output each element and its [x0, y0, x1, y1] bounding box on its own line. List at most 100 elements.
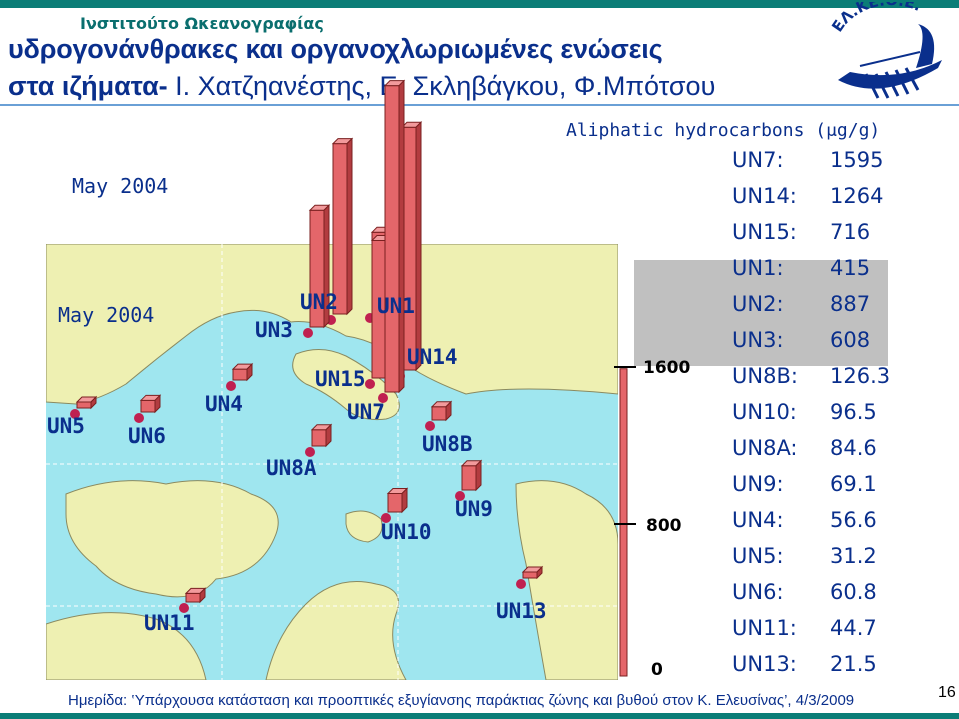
bottom-accent-bar: [0, 713, 959, 719]
station-marker-un13: [516, 579, 526, 589]
concentration-station: UN8A:: [732, 436, 798, 460]
page-number: 16: [938, 684, 956, 701]
concentration-value: 69.1: [830, 472, 877, 496]
station-marker-un3: [303, 328, 313, 338]
station-marker-un15: [365, 379, 375, 389]
logo-deck: [859, 51, 921, 67]
concentration-row: UN3: 608: [732, 328, 902, 364]
concentration-value: 21.5: [830, 652, 877, 676]
axis-tick-mark: [614, 523, 636, 525]
station-label-un6: UN6: [128, 424, 166, 448]
station-label-un1: UN1: [377, 294, 415, 318]
title-topic: στα ιζήματα-: [8, 71, 168, 101]
concentration-value: 31.2: [830, 544, 877, 568]
station-label-un8b: UN8B: [422, 432, 473, 456]
concentration-row: UN15: 716: [732, 220, 902, 256]
station-marker-un4: [226, 381, 236, 391]
east-coast: [515, 480, 618, 680]
concentration-station: UN2:: [732, 292, 784, 316]
concentration-value: 60.8: [830, 580, 877, 604]
concentration-row: UN2: 887: [732, 292, 902, 328]
station-label-un4: UN4: [205, 392, 243, 416]
concentration-row: UN11: 44.7: [732, 616, 902, 652]
inner-bay-land: [292, 349, 400, 420]
concentration-station: UN15:: [732, 220, 797, 244]
concentration-row: UN4: 56.6: [732, 508, 902, 544]
slide-title-line1: υδρογονάνθρακες και οργανοχλωριωμένες εν…: [8, 34, 663, 64]
bar-un9: [431, 406, 447, 421]
concentration-station: UN7:: [732, 148, 784, 172]
bar-side-un7: [398, 79, 405, 394]
axis-tick-label: 0: [651, 660, 663, 680]
concentration-value: 608: [830, 328, 871, 352]
bar-un5: [76, 401, 92, 409]
bar-un6: [140, 399, 156, 413]
station-label-un11: UN11: [144, 611, 195, 635]
concentration-row: UN9: 69.1: [732, 472, 902, 508]
concentration-row: UN8B: 126.3: [732, 364, 902, 400]
concentration-row: UN5: 31.2: [732, 544, 902, 580]
concentration-value: 716: [830, 220, 871, 244]
title-divider: [0, 104, 959, 106]
concentration-station: UN5:: [732, 544, 784, 568]
station-marker-un9: [425, 421, 435, 431]
bar-side-un14: [415, 121, 422, 372]
station-label-un13: UN13: [496, 599, 547, 623]
date-label: May 2004: [72, 174, 169, 198]
concentration-value: 1595: [830, 148, 884, 172]
bar-side-un6: [154, 394, 161, 414]
slide-title-line2: στα ιζήματα- Ι. Χατζηανέστης, Ε. Σκληβάγ…: [8, 71, 715, 102]
concentration-row: UN8A: 84.6: [732, 436, 902, 472]
station-label-un3: UN3: [255, 318, 293, 342]
station-label-un10: UN10: [381, 520, 432, 544]
concentration-station: UN8B:: [732, 364, 798, 388]
concentration-value: 887: [830, 292, 871, 316]
bar-side-un9: [445, 400, 452, 422]
concentration-station: UN3:: [732, 328, 784, 352]
concentration-row: UN7: 1595: [732, 148, 902, 184]
concentration-station: UN1:: [732, 256, 784, 280]
concentration-station: UN4:: [732, 508, 784, 532]
station-label-un8a: UN8A: [266, 456, 317, 480]
concentration-value: 126.3: [830, 364, 891, 388]
concentration-row: UN1: 415: [732, 256, 902, 292]
bar-un8a: [311, 429, 327, 447]
concentration-value: 415: [830, 256, 871, 280]
station-label-un7: UN7: [347, 400, 385, 424]
concentration-station: UN14:: [732, 184, 797, 208]
station-marker-un6: [134, 413, 144, 423]
station-marker-un8a: [305, 447, 315, 457]
bar-side-un10: [401, 487, 408, 514]
station-marker-un5: [70, 409, 80, 419]
bar-side-un2: [346, 137, 353, 316]
logo-ship-prow: [916, 24, 935, 68]
concentration-value: 96.5: [830, 400, 877, 424]
highlight-panel: [634, 260, 888, 366]
concentration-row: UN14: 1264: [732, 184, 902, 220]
station-label-un14: UN14: [407, 345, 458, 369]
institute-name: Ινστιτούτο Ωκεανογραφίας: [80, 14, 324, 33]
bar-side-un8a: [325, 423, 332, 448]
axis-tick-label: 800: [646, 516, 682, 536]
station-label-un15: UN15: [315, 367, 366, 391]
concentration-row: UN6: 60.8: [732, 580, 902, 616]
footer-text: Ημερίδα: ‛Υπάρχουσα κατάσταση και προοπτ…: [68, 692, 855, 709]
bar-side-un3: [323, 204, 330, 329]
southwest-coast: [46, 612, 207, 680]
bar-side-un13: [536, 565, 543, 580]
concentration-station: UN13:: [732, 652, 797, 676]
bar-un7: [384, 85, 400, 393]
bar-side-un11: [199, 587, 206, 604]
bar-un4: [232, 368, 248, 381]
station-marker-un8b: [455, 491, 465, 501]
axis-tick-mark: [614, 366, 636, 368]
logo-ship-hull: [838, 60, 942, 89]
bar-un13: [522, 571, 538, 579]
concentration-value: 84.6: [830, 436, 877, 460]
axis-scale-bar: [619, 368, 628, 677]
bar-un8b: [461, 465, 477, 491]
concentration-value: 1264: [830, 184, 884, 208]
concentration-row: UN13: 21.5: [732, 652, 902, 688]
bar-un11: [185, 592, 201, 603]
